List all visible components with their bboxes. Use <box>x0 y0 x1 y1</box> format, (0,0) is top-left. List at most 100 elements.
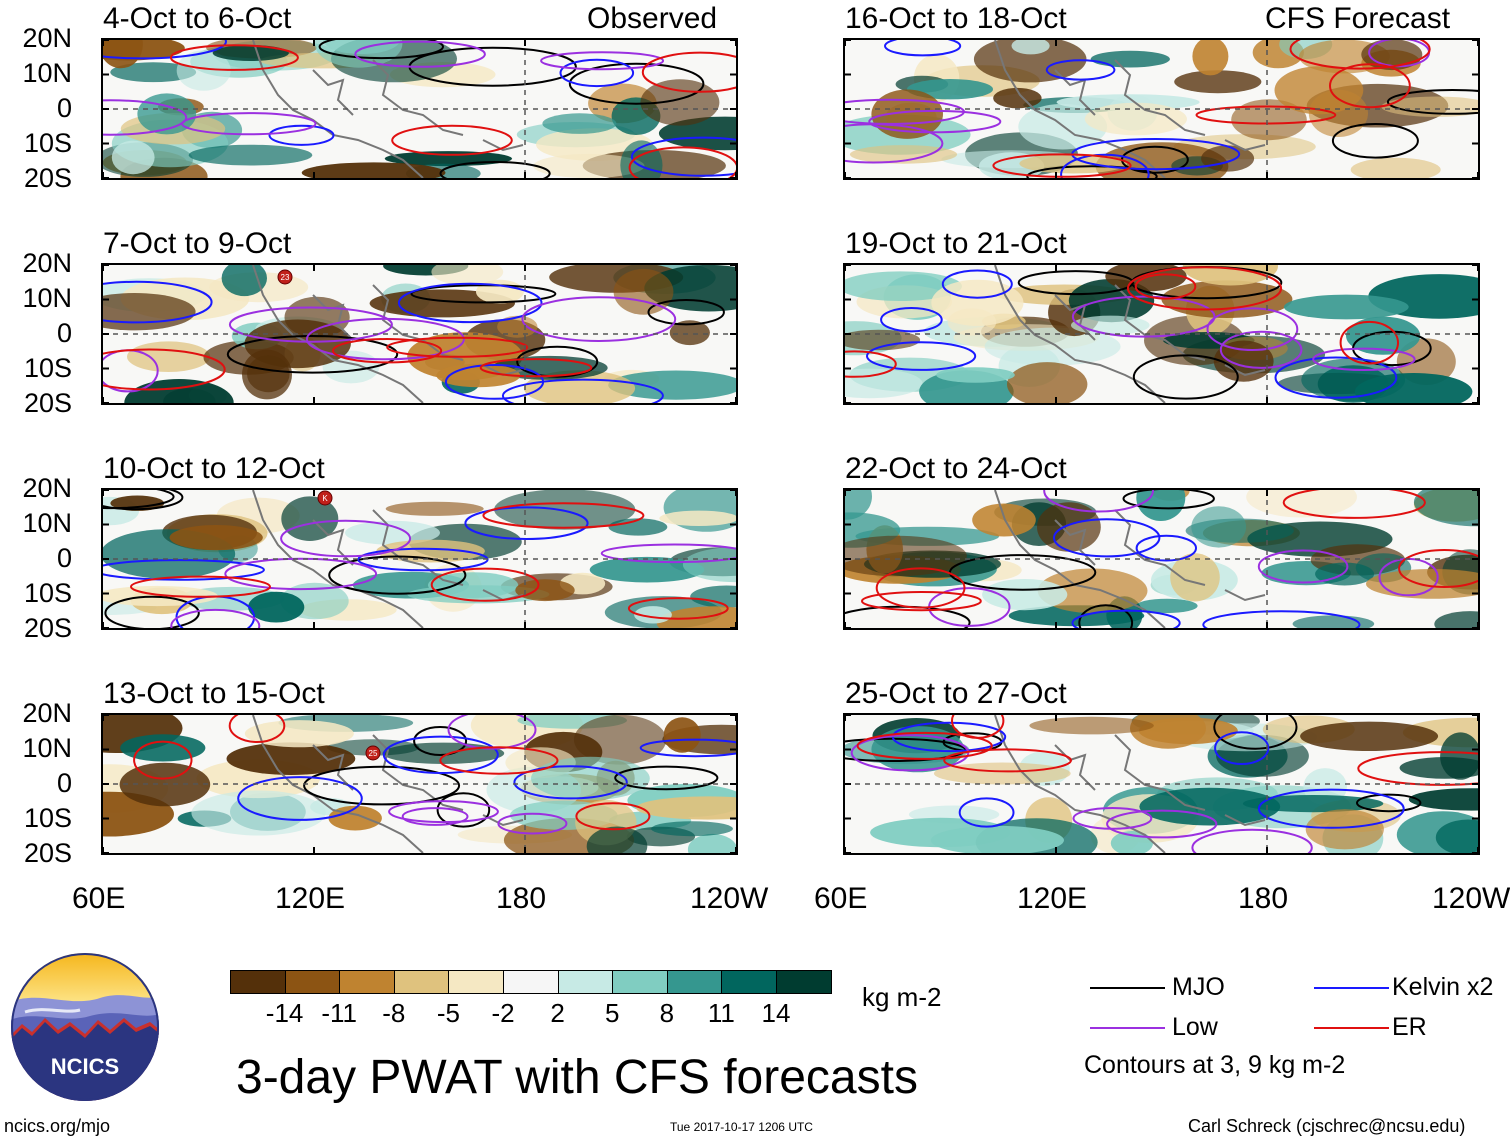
contour-kelvin-x2 <box>237 776 363 821</box>
contour-note: Contours at 3, 9 kg m-2 <box>1084 1051 1346 1079</box>
contour-er <box>875 567 966 609</box>
colorbar-swatch-8 <box>666 970 723 994</box>
storm-marker <box>277 269 293 285</box>
contour-er <box>861 591 982 612</box>
pwat-anomaly-blob <box>659 510 736 526</box>
contour-low <box>540 51 665 71</box>
pwat-anomaly-blob <box>620 140 663 178</box>
contour-low <box>1106 809 1218 839</box>
panel-svg <box>845 265 1478 403</box>
lat-tick-row4-3: 10S <box>23 803 72 833</box>
pwat-anomaly-blob <box>1192 40 1229 76</box>
contour-kelvin-x2 <box>1135 534 1197 562</box>
lat-tick-row3-2: 0 <box>56 543 72 573</box>
pwat-anomaly-blob <box>248 591 305 623</box>
contour-er <box>1398 549 1478 588</box>
pwat-anomaly-blob <box>531 756 650 801</box>
pwat-anomaly-blob <box>110 62 197 83</box>
pwat-anomaly-blob <box>663 717 701 753</box>
contour-kelvin-x2 <box>1202 610 1361 628</box>
panel-title-7: 22-Oct to 24-Oct <box>845 452 1067 485</box>
contour-er <box>943 748 1073 773</box>
logo-text: NCICS <box>51 1054 119 1079</box>
contour-low <box>850 734 970 772</box>
contour-low <box>305 317 465 361</box>
contour-er <box>992 153 1132 178</box>
contour-kelvin-x2 <box>1274 356 1398 399</box>
pwat-anomaly-blob <box>382 742 505 764</box>
contour-mjo <box>568 62 705 105</box>
panel-title-8: 25-Oct to 27-Oct <box>845 677 1067 710</box>
lon-tick-120w-right: 120W <box>1432 882 1510 915</box>
pwat-anomaly-blob <box>1408 788 1478 811</box>
pwat-anomaly-blob <box>103 293 196 331</box>
lon-tick-120w-left: 120W <box>690 882 769 915</box>
colorbar-swatch-2 <box>339 970 395 994</box>
contour-low <box>388 800 499 824</box>
colorbar-swatch-1 <box>284 970 341 994</box>
pwat-anomaly-blob <box>1170 553 1220 602</box>
lon-tick-120e-left: 120E <box>275 882 346 915</box>
contour-low <box>280 519 412 558</box>
legend-label-mjo: MJO <box>1172 973 1225 1001</box>
contour-kelvin-x2 <box>866 341 977 371</box>
pwat-anomaly-blob <box>907 79 993 100</box>
pwat-anomaly-blob <box>1399 757 1478 779</box>
pwat-anomaly-blob <box>1246 490 1357 518</box>
panel-svg <box>845 40 1478 178</box>
contour-kelvin-x2 <box>1071 609 1181 628</box>
pwat-anomaly-blob <box>1354 373 1473 403</box>
contour-kelvin-x2 <box>559 58 635 88</box>
contour-mjo <box>1356 793 1422 813</box>
lat-tick-row3-4: 20S <box>23 613 72 643</box>
pwat-anomaly-blob <box>1084 102 1187 136</box>
colorbar-swatch-7 <box>612 970 668 994</box>
contour-kelvin-x2 <box>268 124 335 146</box>
contour-er <box>391 124 513 156</box>
contour-mjo <box>318 40 444 60</box>
contour-er <box>169 44 299 71</box>
contour-kelvin-x2 <box>103 280 213 324</box>
contour-low <box>1312 347 1416 372</box>
pwat-anomaly-blob <box>936 367 1015 383</box>
contour-kelvin-x2 <box>1060 153 1150 178</box>
coastline <box>252 265 524 403</box>
contour-er <box>439 746 559 775</box>
pwat-anomaly-blob <box>586 826 648 853</box>
contour-low <box>103 99 188 136</box>
panel-svg <box>845 490 1478 628</box>
column-label-observed: Observed <box>587 2 718 35</box>
pwat-anomaly-blob <box>497 315 538 338</box>
contour-mjo <box>1078 604 1134 628</box>
panel-svg: 25 <box>103 715 736 853</box>
lon-tick-60e-right: 60E <box>814 882 868 915</box>
map-panel-5 <box>843 38 1480 180</box>
chart-title: 3-day PWAT with CFS forecasts <box>236 1051 918 1104</box>
contour-mjo <box>1026 165 1158 178</box>
pwat-anomaly-blob <box>982 579 1068 611</box>
contour-kelvin-x2 <box>1053 518 1161 558</box>
coastline <box>252 715 524 853</box>
colorbar-tick-0: -14 <box>265 998 304 1028</box>
map-panel-3: K <box>101 488 738 630</box>
map-panel-4: 25 <box>101 713 738 855</box>
coastline <box>994 715 1266 853</box>
contour-er <box>430 567 540 602</box>
coastline <box>252 490 524 628</box>
pwat-anomaly-blob <box>1037 502 1101 552</box>
pwat-anomaly-blob <box>345 520 440 545</box>
lat-tick-row1-1: 10N <box>22 58 72 88</box>
colorbar-tick-9: 14 <box>761 998 791 1028</box>
contour-er <box>1195 105 1337 125</box>
pwat-anomaly-blob <box>1292 615 1375 628</box>
contour-mjo <box>845 605 971 628</box>
contour-kelvin-x2 <box>639 738 736 758</box>
colorbar-tick-3: -5 <box>436 998 460 1028</box>
storm-marker <box>317 490 333 506</box>
pwat-anomaly-blob <box>431 265 504 286</box>
lon-tick-180-right: 180 <box>1238 882 1289 915</box>
contour-low <box>224 557 378 591</box>
pwat-anomaly-blob <box>930 825 1064 853</box>
contour-low <box>181 112 317 136</box>
contour-er <box>1134 273 1197 300</box>
